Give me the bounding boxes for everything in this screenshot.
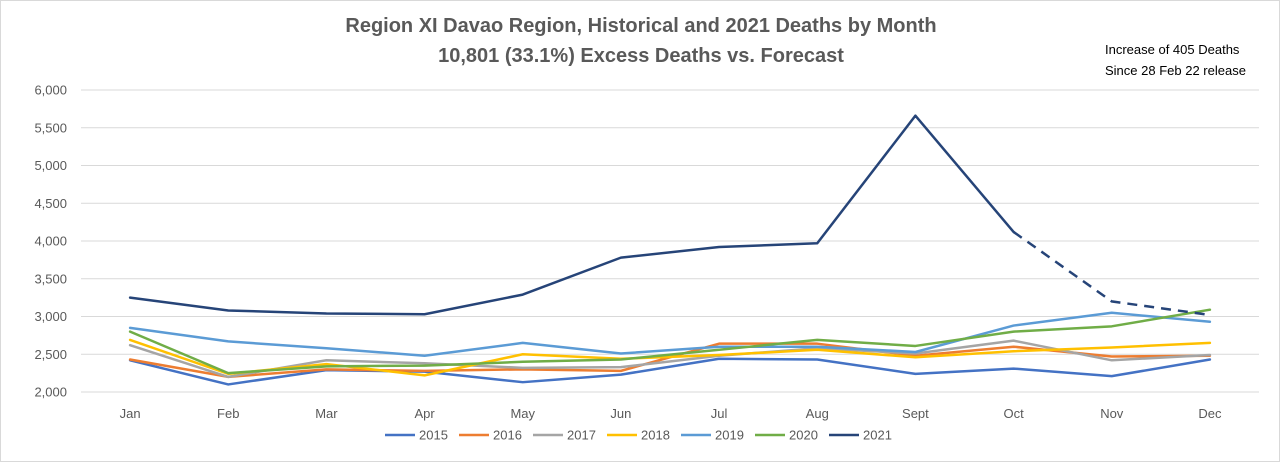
x-tick-label: Oct bbox=[1003, 406, 1024, 421]
x-tick-label: Apr bbox=[414, 406, 435, 421]
series-line-2021 bbox=[128, 114, 1015, 316]
x-tick-label: Dec bbox=[1198, 406, 1222, 421]
x-tick-label: Feb bbox=[217, 406, 239, 421]
chart-subtitle: 10,801 (33.1%) Excess Deaths vs. Forecas… bbox=[438, 45, 844, 67]
x-tick-label: May bbox=[510, 406, 535, 421]
series-lines bbox=[128, 114, 1212, 386]
legend-label-2016: 2016 bbox=[493, 428, 522, 443]
gridlines bbox=[81, 89, 1259, 393]
y-tick-label: 5,500 bbox=[34, 120, 67, 135]
x-tick-label: Nov bbox=[1100, 406, 1124, 421]
x-tick-label: Jul bbox=[711, 406, 728, 421]
x-tick-label: Mar bbox=[315, 406, 338, 421]
y-axis: 2,000 2,500 3,000 3,500 4,000 4,500 5,000 5,500… bbox=[34, 83, 67, 400]
x-tick-label: Aug bbox=[806, 406, 829, 421]
legend-label-2019: 2019 bbox=[715, 428, 744, 443]
y-tick-label: 3,000 bbox=[34, 309, 67, 324]
legend-label-2018: 2018 bbox=[641, 428, 670, 443]
y-tick-label: 4,000 bbox=[34, 234, 67, 249]
y-tick-label: 6,000 bbox=[34, 83, 67, 98]
legend-label-2021: 2021 bbox=[863, 428, 892, 443]
x-axis: Jan Feb Mar Apr May Jun Jul Aug Sept Oct Nov Dec bbox=[120, 406, 1222, 421]
series-line-2018 bbox=[128, 338, 1212, 377]
y-tick-label: 4,500 bbox=[34, 196, 67, 211]
legend-label-2017: 2017 bbox=[567, 428, 596, 443]
series-line-2017 bbox=[128, 339, 1212, 379]
legend-label-2015: 2015 bbox=[419, 428, 448, 443]
x-tick-label: Jun bbox=[610, 406, 631, 421]
annotation-line-2: Since 28 Feb 22 release bbox=[1105, 63, 1246, 78]
x-tick-label: Sept bbox=[902, 406, 929, 421]
series-line-2015 bbox=[128, 357, 1212, 386]
x-tick-label: Jan bbox=[120, 406, 141, 421]
series-line-2021-projected bbox=[1012, 230, 1211, 317]
chart-title: Region XI Davao Region, Historical and 2… bbox=[345, 15, 936, 37]
series-line-2020 bbox=[128, 308, 1212, 375]
legend: 2015 2016 2017 2018 2019 2020 2021 bbox=[385, 428, 892, 443]
series-line-2019 bbox=[128, 311, 1212, 358]
y-tick-label: 3,500 bbox=[34, 271, 67, 286]
y-tick-label: 2,000 bbox=[34, 385, 67, 400]
legend-label-2020: 2020 bbox=[789, 428, 818, 443]
y-tick-label: 2,500 bbox=[34, 347, 67, 362]
annotation-line-1: Increase of 405 Deaths bbox=[1105, 42, 1240, 57]
y-tick-label: 5,000 bbox=[34, 158, 67, 173]
